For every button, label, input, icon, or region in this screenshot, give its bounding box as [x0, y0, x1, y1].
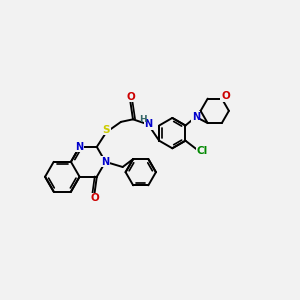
- Text: Cl: Cl: [196, 146, 207, 156]
- Text: O: O: [126, 92, 135, 102]
- Text: N: N: [192, 112, 200, 122]
- Text: N: N: [76, 142, 84, 152]
- Text: O: O: [221, 91, 230, 101]
- Text: N: N: [101, 157, 110, 167]
- Text: S: S: [103, 125, 110, 135]
- Text: O: O: [90, 194, 99, 203]
- Text: H: H: [139, 115, 147, 124]
- Text: N: N: [144, 119, 152, 130]
